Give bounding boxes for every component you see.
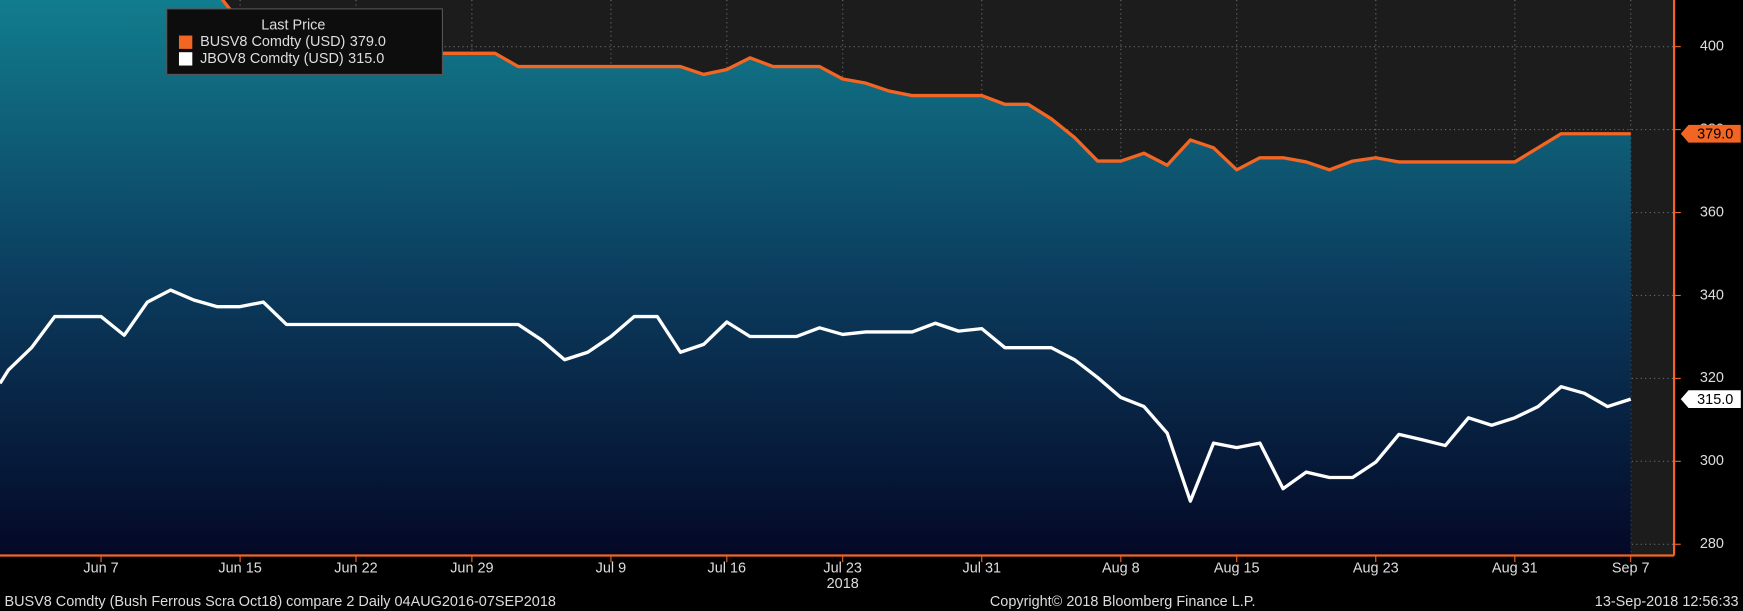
- value-tag-label: 379.0: [1697, 127, 1733, 143]
- value-tag: [1680, 124, 1741, 143]
- x-year-label: 2018: [827, 576, 859, 592]
- area-fill: [0, 0, 1631, 556]
- series-line: [0, 288, 1632, 503]
- legend-swatch: [178, 35, 193, 49]
- legend-value: 315.0: [348, 51, 384, 67]
- y-tick-label: 360: [1700, 204, 1724, 220]
- legend-box: [166, 8, 443, 75]
- y-tick-label: 400: [1700, 38, 1724, 54]
- legend-value: 379.0: [350, 34, 386, 50]
- y-tick-label: 300: [1700, 453, 1724, 469]
- x-tick-label: Sep 7: [1612, 561, 1650, 577]
- x-tick-label: Jun 29: [450, 561, 493, 577]
- x-tick-label: Jun 22: [334, 561, 377, 577]
- x-tick-label: Aug 31: [1492, 561, 1538, 577]
- x-tick-label: Aug 8: [1102, 561, 1140, 577]
- footer-center: Copyright© 2018 Bloomberg Finance L.P.: [990, 594, 1256, 610]
- footer-left: BUSV8 Comdty (Bush Ferrous Scra Oct18) c…: [4, 594, 555, 610]
- x-tick-label: Jul 23: [823, 561, 862, 577]
- legend-label: JBOV8 Comdty (USD) 315.0: [200, 51, 384, 67]
- footer-right: 13-Sep-2018 12:56:33: [1595, 594, 1739, 610]
- legend-name: BUSV8 Comdty (USD): [200, 34, 345, 50]
- legend-title: Last Price: [261, 17, 325, 33]
- x-tick-label: Jul 16: [708, 561, 747, 577]
- legend-swatch: [178, 52, 193, 66]
- x-tick-label: Aug 15: [1214, 561, 1260, 577]
- value-tag-label: 315.0: [1697, 392, 1733, 408]
- legend: Last Price BUSV8 Comdty (USD) 379.0JBOV8 …: [166, 8, 443, 75]
- y-tick-label: 340: [1700, 287, 1724, 303]
- legend-label: BUSV8 Comdty (USD) 379.0: [200, 34, 386, 50]
- y-tick-label: 280: [1700, 536, 1724, 552]
- x-tick-label: Jun 15: [218, 561, 261, 577]
- x-tick-label: Jul 31: [962, 561, 1001, 577]
- x-tick-label: Aug 23: [1353, 561, 1399, 577]
- value-tag: [1680, 390, 1741, 409]
- x-tick-label: Jul 9: [596, 561, 627, 577]
- x-tick-label: Jun 7: [83, 561, 118, 577]
- y-tick-label: 320: [1700, 370, 1724, 386]
- legend-name: JBOV8 Comdty (USD): [200, 51, 344, 67]
